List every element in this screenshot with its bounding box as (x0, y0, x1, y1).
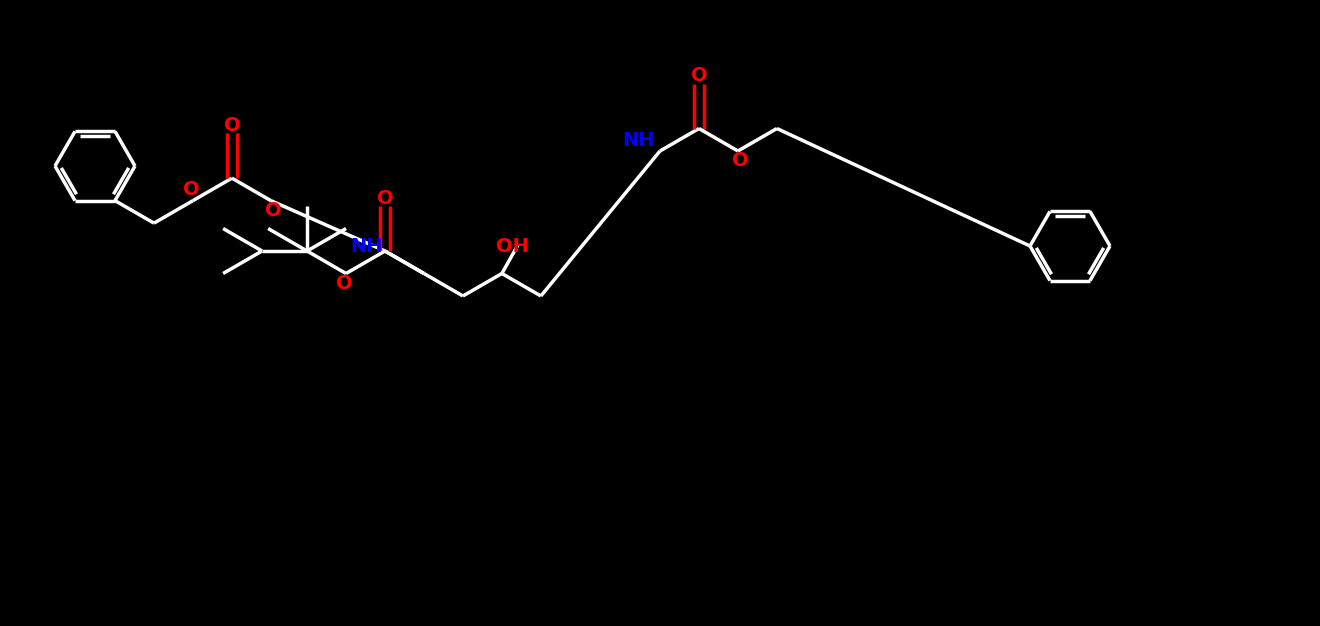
Text: O: O (376, 188, 393, 207)
Text: O: O (223, 116, 240, 135)
Text: O: O (182, 180, 199, 199)
Text: OH: OH (495, 237, 528, 255)
Text: NH: NH (622, 131, 655, 150)
Text: NH: NH (351, 237, 383, 255)
Text: O: O (690, 66, 708, 85)
Text: O: O (264, 201, 281, 220)
Text: O: O (335, 274, 352, 293)
Text: O: O (731, 151, 748, 170)
